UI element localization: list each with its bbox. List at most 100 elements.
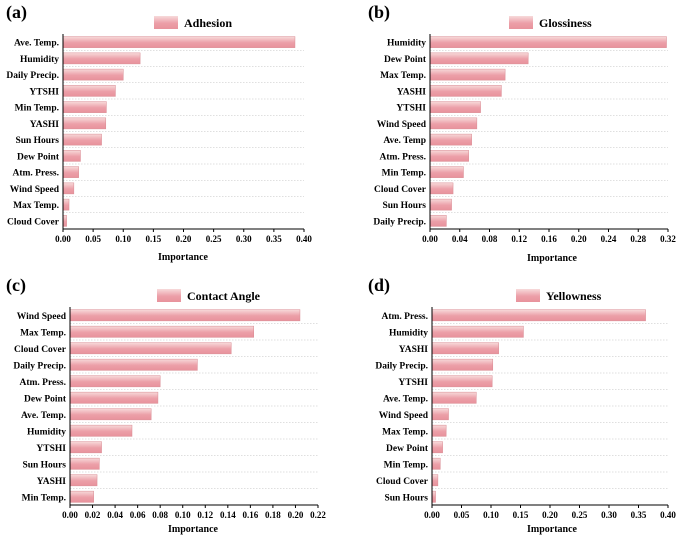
bar [429, 150, 469, 162]
legend-label: Contact Angle [187, 289, 261, 303]
x-tick-label: 0.00 [422, 234, 438, 244]
category-label: Min Temp. [384, 460, 428, 470]
x-tick-label: 0.05 [454, 510, 470, 520]
bar [429, 166, 464, 178]
plot-area: Ave. Temp. Humidity Daily Precip. YTSHI Min … [6, 34, 312, 244]
bar [62, 52, 141, 65]
category-label: Dew Point [17, 152, 60, 162]
bar [62, 166, 79, 178]
panel-label: (b) [368, 2, 390, 23]
bar [69, 424, 133, 437]
bar [429, 117, 478, 130]
category-label: Max Temp. [380, 71, 426, 81]
bar [69, 309, 301, 322]
category-label: Atm. Press. [12, 169, 59, 179]
bar [62, 198, 70, 211]
bar [62, 117, 107, 130]
bar [69, 342, 232, 355]
bar [431, 391, 477, 404]
category-label: Ave. Temp. [383, 394, 428, 404]
x-tick-label: 0.15 [513, 510, 529, 520]
bar [69, 474, 98, 487]
legend-label: Glossiness [539, 16, 592, 30]
x-tick-label: 0.35 [266, 234, 282, 244]
x-tick-label: 0.00 [55, 234, 71, 244]
bar [69, 490, 94, 503]
x-tick-label: 0.00 [62, 510, 78, 520]
bar [429, 198, 452, 211]
bar [429, 85, 502, 97]
bar [429, 101, 481, 113]
category-label: Max Temp. [20, 328, 66, 338]
x-tick-label: 0.12 [197, 510, 213, 520]
bar [62, 36, 296, 48]
bar [62, 182, 75, 195]
bar [62, 133, 102, 146]
category-label: Humidity [20, 55, 59, 65]
bar [62, 101, 107, 113]
bar [69, 441, 102, 454]
category-label: YTSHI [398, 378, 428, 388]
legend-swatch [154, 16, 178, 29]
x-tick-label: 0.10 [115, 234, 131, 244]
x-tick-label: 0.25 [572, 510, 588, 520]
category-label: YTSHI [29, 87, 59, 97]
bar [69, 358, 198, 371]
category-label: Daily Precip. [6, 71, 59, 81]
category-label: Wind Speed [377, 120, 427, 130]
x-axis-title: Importance [527, 253, 578, 264]
bar [431, 457, 441, 470]
category-label: Ave. Temp. [14, 39, 59, 49]
bar [429, 215, 447, 227]
bar [429, 52, 529, 65]
category-label: Ave. Temp [383, 136, 426, 146]
legend-label: Yellowness [546, 289, 602, 303]
x-tick-label: 0.16 [541, 234, 557, 244]
x-tick-label: 0.08 [152, 510, 168, 520]
x-tick-label: 0.04 [107, 510, 123, 520]
x-tick-label: 0.40 [296, 234, 312, 244]
x-tick-label: 0.06 [130, 510, 146, 520]
legend-swatch [157, 289, 181, 302]
category-label: Atm. Press. [19, 378, 66, 388]
bar [69, 375, 161, 388]
bar [69, 325, 254, 338]
x-axis-title: Importance [158, 252, 209, 263]
x-tick-label: 0.18 [265, 510, 281, 520]
legend-label: Adhesion [184, 16, 232, 30]
bar [62, 215, 67, 227]
category-label: YTSHI [396, 104, 426, 114]
category-label: Daily Precip. [373, 217, 426, 227]
legend-swatch [509, 16, 533, 29]
bar [431, 474, 439, 487]
bar [62, 85, 116, 97]
category-label: Min Temp. [22, 493, 66, 503]
bar [431, 325, 524, 338]
category-label: Cloud Cover [14, 345, 67, 355]
bar [429, 133, 472, 146]
category-label: Humidity [387, 39, 426, 49]
category-label: Cloud Cover [376, 477, 429, 487]
bar [431, 441, 443, 454]
x-tick-label: 0.20 [288, 510, 304, 520]
x-tick-label: 0.14 [220, 510, 236, 520]
category-label: YTSHI [36, 444, 66, 454]
x-tick-label: 0.24 [601, 234, 617, 244]
legend-swatch [516, 289, 540, 302]
category-label: Humidity [389, 328, 428, 338]
category-label: Sun Hours [384, 493, 428, 503]
bar [431, 490, 436, 503]
x-tick-label: 0.20 [571, 234, 587, 244]
category-label: Ave. Temp. [21, 411, 66, 421]
bar [431, 375, 493, 388]
x-tick-label: 0.02 [85, 510, 101, 520]
category-label: Humidity [27, 427, 66, 437]
bar [429, 68, 506, 81]
category-label: Wind Speed [10, 185, 60, 195]
category-label: YASHI [399, 345, 429, 355]
plot-area: Humidity Dew Point Max Temp. YASHI YTSHI Wind… [373, 34, 676, 244]
x-tick-label: 0.22 [310, 510, 326, 520]
category-label: YASHI [397, 87, 427, 97]
x-tick-label: 0.20 [542, 510, 558, 520]
x-tick-label: 0.08 [482, 234, 498, 244]
